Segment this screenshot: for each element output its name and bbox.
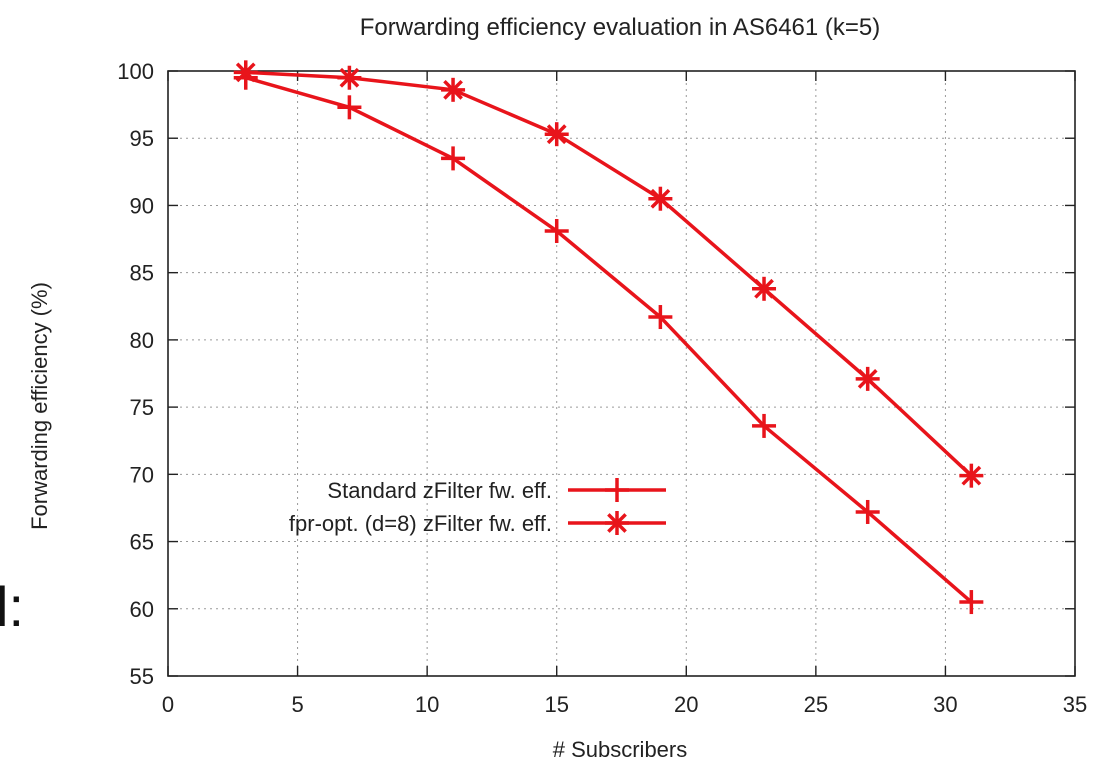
y-tick-label: 85 [130, 261, 154, 286]
data-point [337, 95, 362, 120]
legend-marker [605, 511, 629, 535]
axes: 0 5 10 15 20 25 30 35 55 60 65 70 75 80 85 90 95 100 [117, 59, 1087, 717]
data-point [337, 65, 362, 90]
data-point [959, 463, 984, 488]
x-tick-label: 25 [804, 692, 828, 717]
plot-frame [167, 70, 1076, 677]
y-tick-label: 70 [130, 462, 154, 487]
x-tick-label: 30 [933, 692, 957, 717]
y-tick-label: 90 [130, 193, 154, 218]
marker-stroke [339, 67, 360, 88]
data-point [648, 186, 673, 211]
marker-stroke [857, 369, 878, 389]
marker-stroke [961, 465, 982, 486]
y-tick-label: 55 [130, 664, 154, 689]
data-point [441, 77, 466, 102]
legend: Standard zFilter fw. eff. fpr-opt. (d=8) … [289, 478, 666, 536]
data-point [752, 276, 777, 301]
marker-stroke [650, 188, 671, 209]
marker-stroke [443, 79, 463, 100]
data-point [544, 122, 569, 147]
legend-label: Standard zFilter fw. eff. [327, 478, 552, 503]
x-tick-label: 0 [162, 692, 174, 717]
y-tick-label: 60 [130, 597, 154, 622]
data-point [855, 499, 880, 524]
gridlines [168, 71, 1075, 676]
legend-entry: Standard zFilter fw. eff. [327, 478, 666, 503]
y-tick-label: 100 [117, 59, 154, 84]
series-group [233, 60, 984, 615]
series-2 [233, 60, 984, 488]
cropped-text-fragment: l: [0, 575, 24, 638]
data-point [233, 60, 258, 85]
data-point [544, 218, 569, 243]
chart-title: Forwarding efficiency evaluation in AS64… [360, 14, 881, 41]
marker-stroke [607, 513, 627, 533]
x-tick-label: 20 [674, 692, 698, 717]
x-tick-label: 5 [291, 692, 303, 717]
y-tick-label: 75 [130, 395, 154, 420]
marker-stroke [546, 124, 567, 145]
x-tick-label: 35 [1063, 692, 1087, 717]
x-tick-label: 15 [544, 692, 568, 717]
y-tick-label: 95 [130, 126, 154, 151]
data-point [648, 305, 673, 330]
series-line [245, 70, 973, 477]
data-point [959, 590, 984, 615]
x-tick-label: 10 [415, 692, 439, 717]
y-tick-label: 65 [130, 530, 154, 555]
y-axis-label: Forwarding efficiency (%) [27, 282, 52, 530]
data-point [855, 366, 880, 391]
series-line [245, 76, 973, 604]
data-point [441, 146, 466, 171]
legend-entry: fpr-opt. (d=8) zFilter fw. eff. [289, 511, 666, 536]
marker-stroke [754, 278, 774, 299]
legend-marker [605, 478, 629, 502]
legend-label: fpr-opt. (d=8) zFilter fw. eff. [289, 511, 552, 536]
x-axis-label: # Subscribers [553, 737, 688, 762]
y-tick-label: 80 [130, 328, 154, 353]
data-point [752, 413, 777, 438]
marker-stroke [235, 62, 256, 83]
